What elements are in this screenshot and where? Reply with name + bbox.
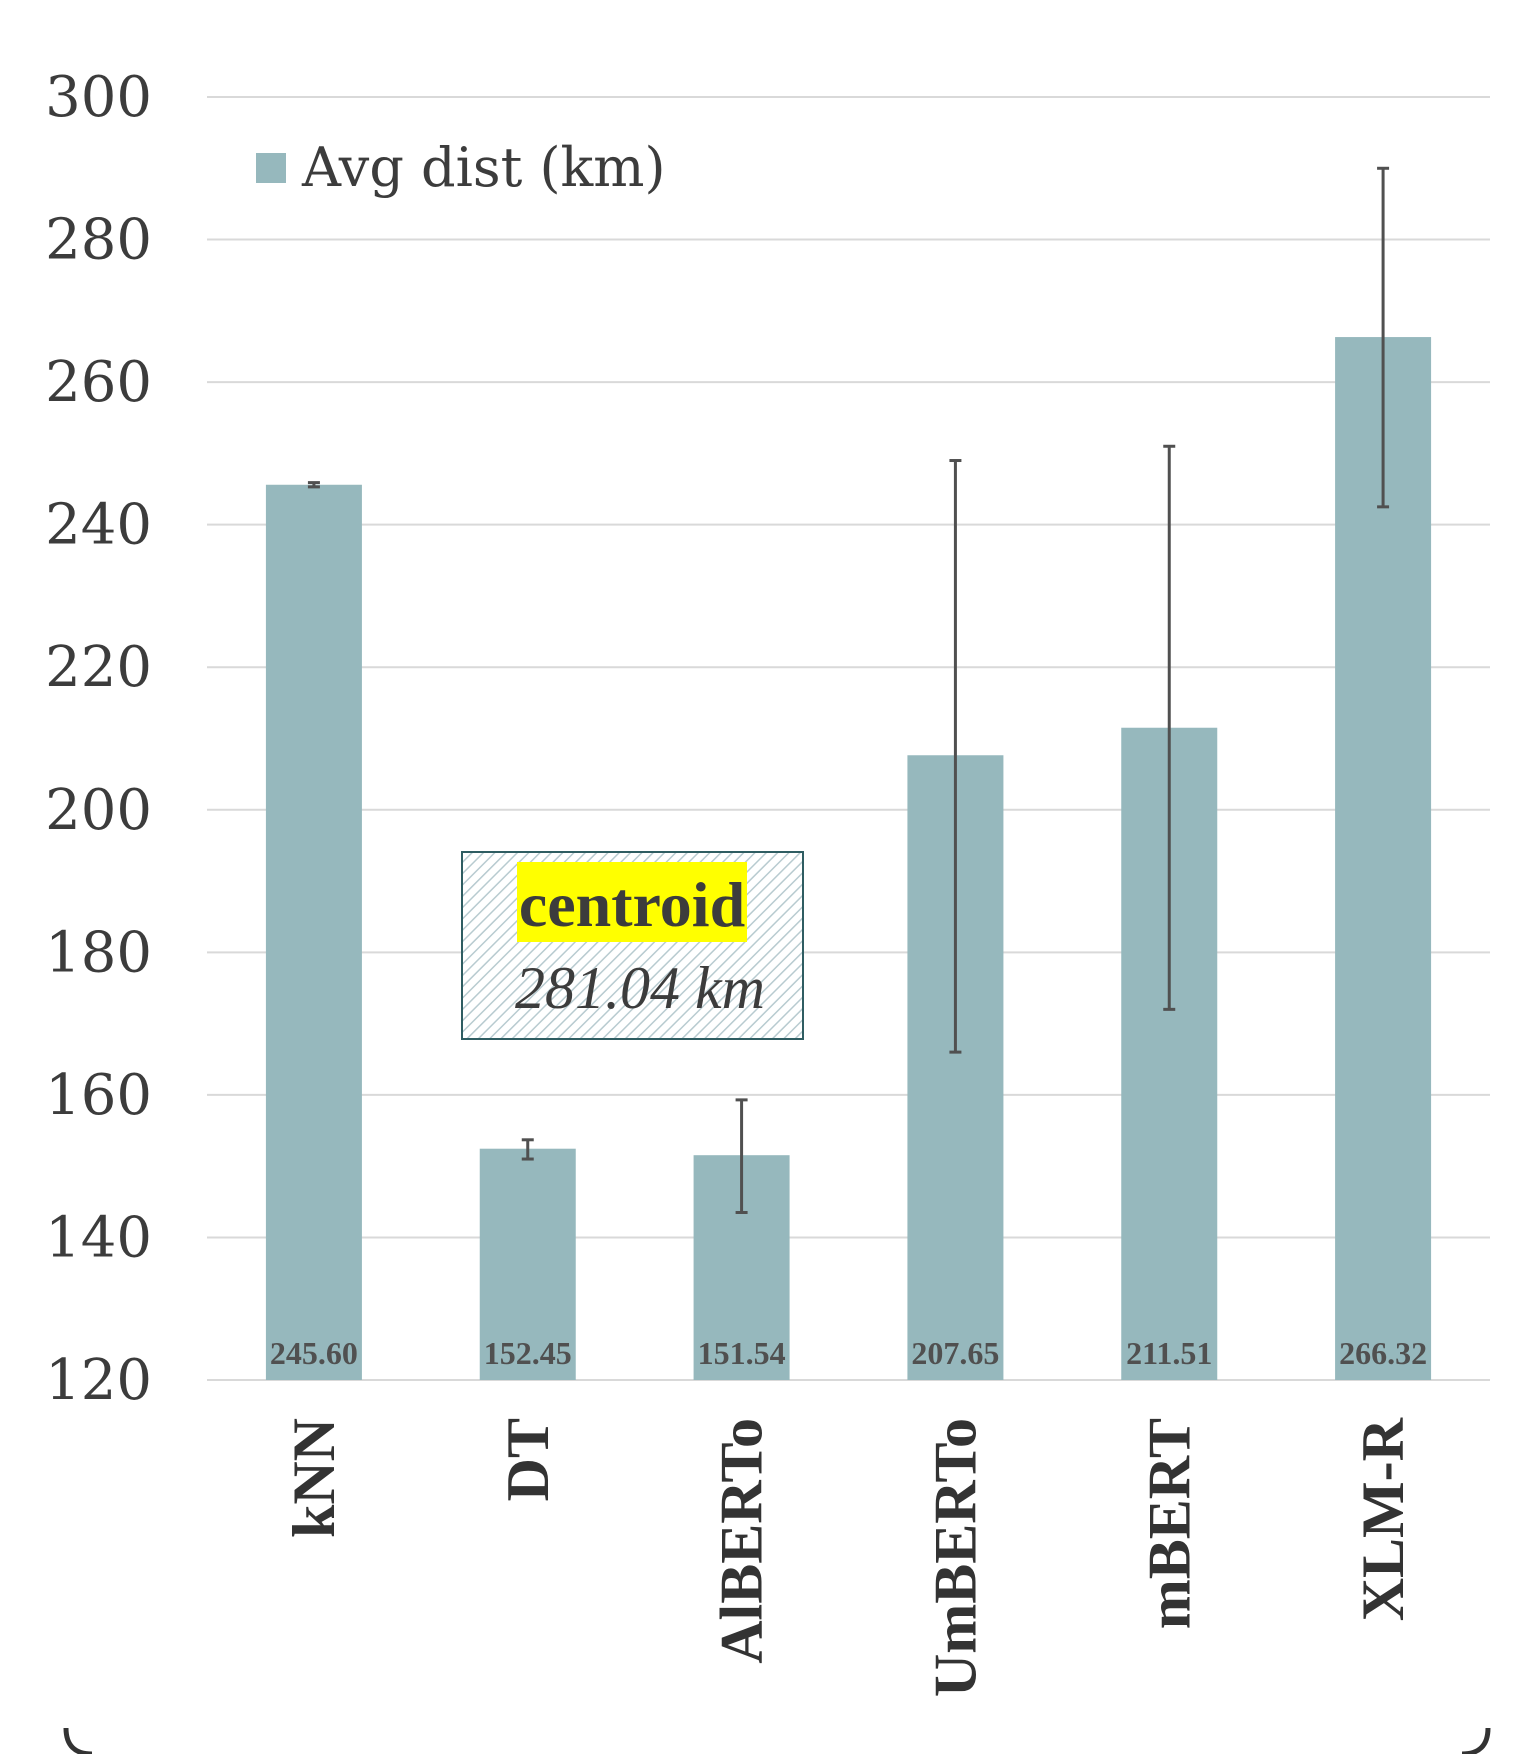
error-bar-alberto: [735, 1098, 748, 1214]
y-tick-label: 140: [45, 1205, 152, 1270]
error-bar-knn: [307, 481, 320, 489]
annotation-highlight: [517, 862, 747, 942]
centroid-annotation: centroid 281.04 km: [461, 851, 804, 1040]
x-axis-categories: kNN DT AlBERTo UmBERTo mBERT XLM-R: [281, 1417, 1416, 1697]
bar-knn: [265, 484, 362, 1380]
data-label: 211.51: [1126, 1335, 1212, 1371]
category-label-knn: kNN: [281, 1418, 347, 1538]
data-label: 266.32: [1339, 1335, 1427, 1371]
category-label-umberto: UmBERTo: [922, 1418, 988, 1697]
error-bar-mbert: [1163, 444, 1176, 1011]
error-bar-umberto: [949, 459, 962, 1054]
data-label: 207.65: [911, 1335, 999, 1371]
y-tick-label: 240: [45, 493, 152, 558]
y-tick-label: 280: [45, 208, 152, 273]
data-label: 245.60: [270, 1335, 358, 1371]
y-tick-label: 220: [45, 635, 152, 700]
bars: [265, 337, 1432, 1380]
legend-swatch: [256, 153, 286, 183]
data-label: 151.54: [698, 1335, 786, 1371]
frame-corners: [63, 1727, 1491, 1754]
annotation-title: centroid: [519, 869, 745, 940]
category-label-alberto: AlBERTo: [709, 1418, 775, 1664]
category-label-dt: DT: [495, 1418, 561, 1501]
bar-dt: [479, 1148, 576, 1380]
y-tick-label: 200: [45, 778, 152, 843]
error-bars: [307, 166, 1390, 1214]
bar-xlm-r: [1335, 337, 1432, 1380]
y-tick-label: 180: [45, 920, 152, 985]
grid-lines: [207, 96, 1490, 1381]
data-labels: 245.60 152.45 151.54 207.65 211.51 266.32: [270, 1335, 1427, 1371]
category-label-mbert: mBERT: [1136, 1418, 1202, 1629]
category-label-xlm-r: XLM-R: [1350, 1417, 1416, 1621]
error-bar-xlm-r: [1377, 166, 1390, 509]
annotation-subtitle: 281.04 km: [515, 955, 765, 1021]
y-axis-ticks: 120 140 160 180 200 220 240 260 280 300: [45, 65, 152, 1413]
error-bar-dt: [521, 1138, 534, 1161]
y-tick-label: 300: [45, 65, 152, 130]
data-label: 152.45: [484, 1335, 572, 1371]
y-tick-label: 260: [45, 350, 152, 415]
legend: Avg dist (km): [256, 136, 666, 199]
legend-label: Avg dist (km): [301, 136, 666, 199]
y-tick-label: 120: [45, 1348, 152, 1413]
y-tick-label: 160: [45, 1063, 152, 1128]
